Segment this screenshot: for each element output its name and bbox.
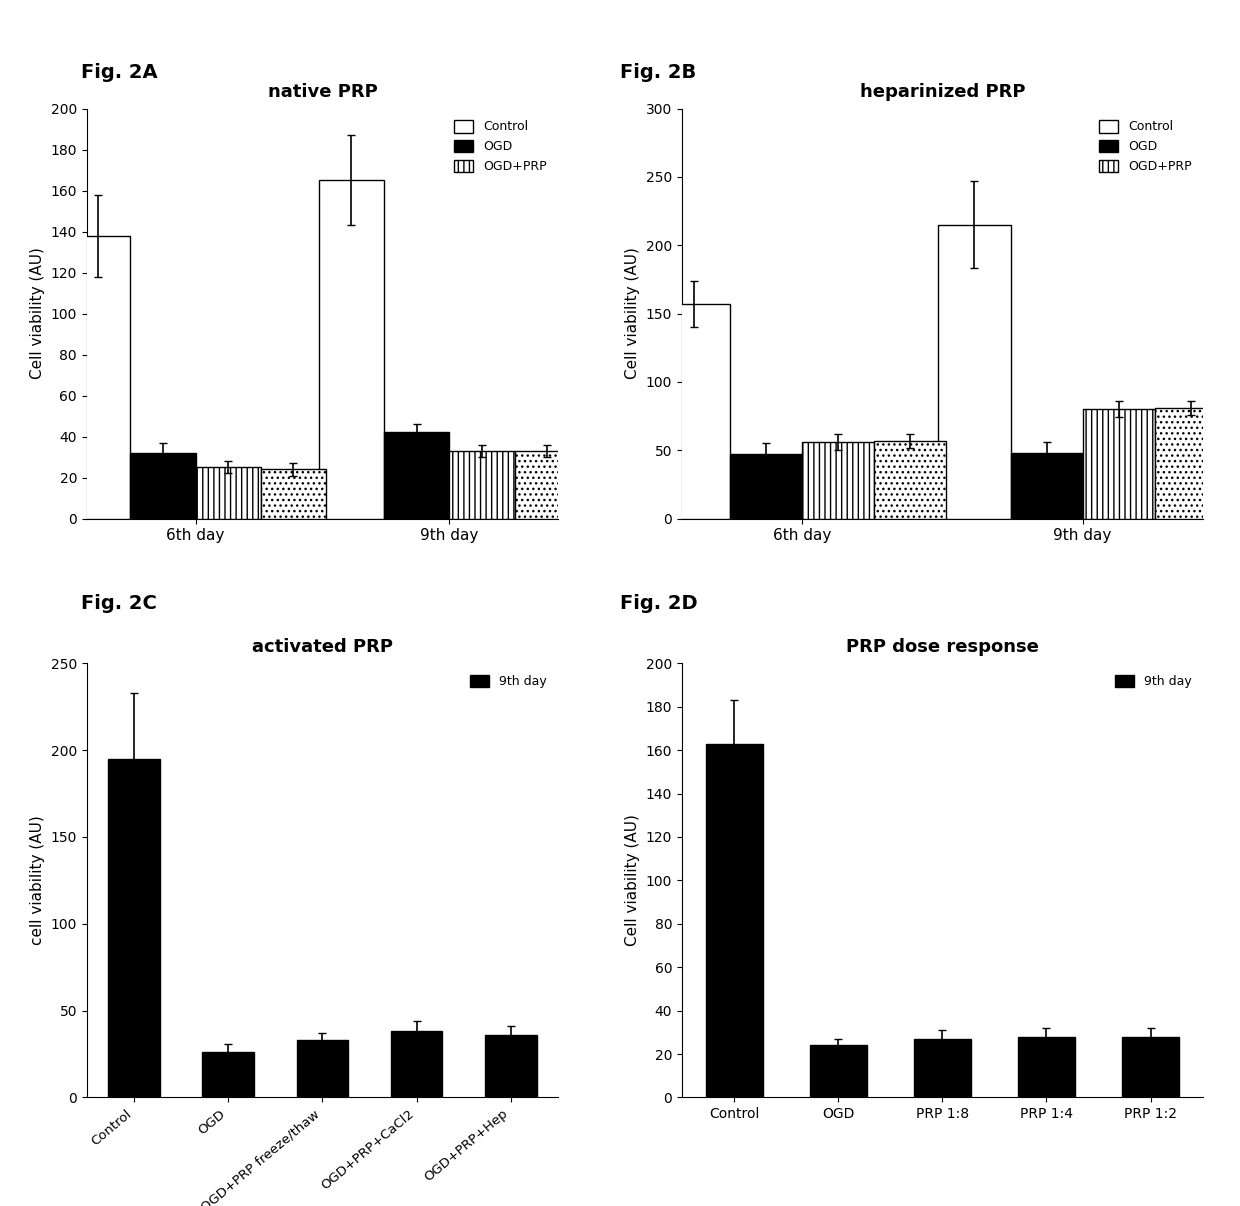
Bar: [706, 744, 763, 1097]
Bar: [1122, 1037, 1179, 1097]
Bar: [108, 759, 160, 1097]
Y-axis label: Cell viability (AU): Cell viability (AU): [625, 814, 640, 947]
Bar: [874, 440, 946, 519]
Y-axis label: cell viability (AU): cell viability (AU): [30, 815, 45, 946]
Bar: [1083, 409, 1154, 519]
Legend: 9th day: 9th day: [465, 669, 552, 693]
Bar: [802, 443, 874, 519]
Text: Fig. 2B: Fig. 2B: [620, 64, 696, 82]
Title: activated PRP: activated PRP: [252, 638, 393, 656]
Bar: [1018, 1037, 1075, 1097]
Bar: [914, 1038, 971, 1097]
Bar: [515, 451, 580, 519]
Bar: [730, 455, 802, 519]
Title: native PRP: native PRP: [268, 83, 377, 101]
Bar: [296, 1040, 348, 1097]
Text: Fig. 2A: Fig. 2A: [81, 64, 157, 82]
Bar: [1154, 408, 1226, 519]
Text: Fig. 2D: Fig. 2D: [620, 595, 698, 613]
Title: heparinized PRP: heparinized PRP: [859, 83, 1025, 101]
Legend: 9th day: 9th day: [1110, 669, 1197, 693]
Title: PRP dose response: PRP dose response: [846, 638, 1039, 656]
Bar: [196, 468, 260, 519]
Bar: [1011, 453, 1083, 519]
Y-axis label: Cell viability (AU): Cell viability (AU): [30, 247, 45, 380]
Bar: [658, 304, 730, 519]
Bar: [939, 224, 1011, 519]
Legend: Control, OGD, OGD+PRP: Control, OGD, OGD+PRP: [449, 115, 552, 178]
Bar: [449, 451, 515, 519]
Bar: [260, 469, 326, 519]
Y-axis label: Cell viability (AU): Cell viability (AU): [625, 247, 640, 380]
Bar: [130, 453, 196, 519]
Bar: [202, 1053, 254, 1097]
Legend: Control, OGD, OGD+PRP: Control, OGD, OGD+PRP: [1094, 115, 1197, 178]
Text: Fig. 2C: Fig. 2C: [81, 595, 156, 613]
Bar: [810, 1046, 867, 1097]
Bar: [384, 433, 449, 519]
Bar: [64, 235, 130, 519]
Bar: [485, 1035, 537, 1097]
Bar: [391, 1031, 443, 1097]
Bar: [319, 180, 384, 519]
